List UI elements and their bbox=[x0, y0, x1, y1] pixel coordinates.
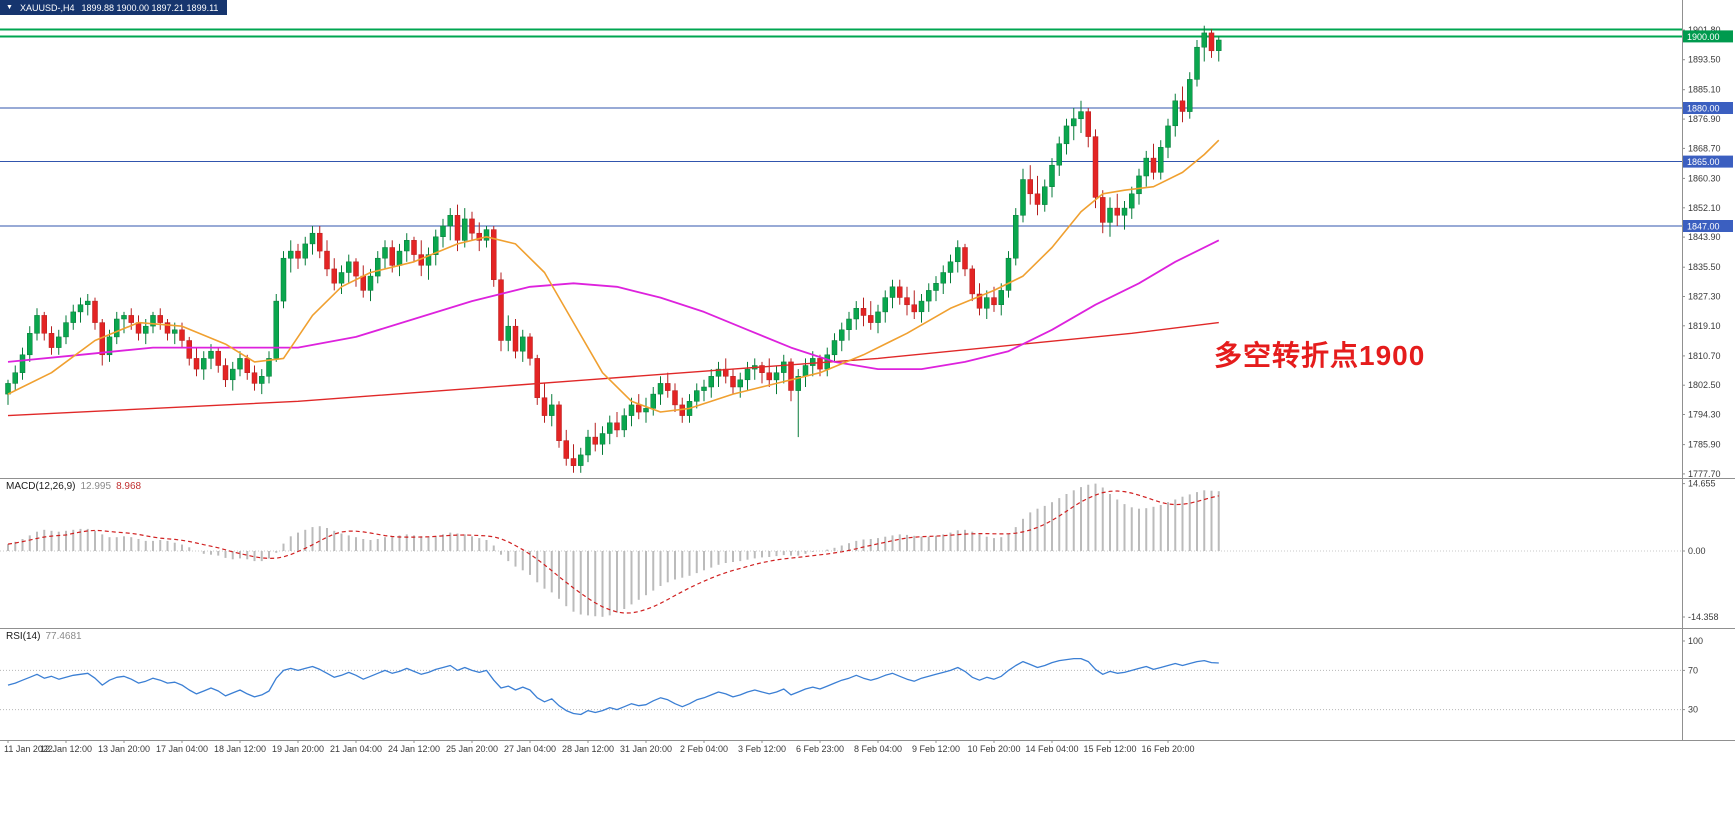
svg-text:1777.70: 1777.70 bbox=[1688, 469, 1721, 479]
rsi-panel bbox=[0, 657, 1682, 716]
svg-text:19 Jan 20:00: 19 Jan 20:00 bbox=[272, 744, 324, 754]
macd-signal-value: 8.968 bbox=[116, 481, 142, 492]
svg-text:1794.30: 1794.30 bbox=[1688, 410, 1721, 420]
svg-text:25 Jan 20:00: 25 Jan 20:00 bbox=[446, 744, 498, 754]
svg-text:11 Jan 2022: 11 Jan 2022 bbox=[4, 744, 53, 754]
svg-text:3 Feb 12:00: 3 Feb 12:00 bbox=[738, 744, 786, 754]
svg-text:1893.50: 1893.50 bbox=[1688, 55, 1721, 65]
svg-text:1876.90: 1876.90 bbox=[1688, 114, 1721, 124]
svg-text:1847.00: 1847.00 bbox=[1687, 222, 1720, 232]
chart-dropdown-icon[interactable]: ▼ bbox=[6, 4, 13, 11]
svg-text:13 Jan 20:00: 13 Jan 20:00 bbox=[98, 744, 150, 754]
svg-text:1819.10: 1819.10 bbox=[1688, 321, 1721, 331]
ohlc-values: 1899.88 1900.00 1897.21 1899.11 bbox=[81, 2, 219, 13]
ma-mid-line bbox=[7, 239, 1220, 370]
svg-text:1802.50: 1802.50 bbox=[1688, 380, 1721, 390]
svg-text:0.00: 0.00 bbox=[1688, 546, 1706, 556]
macd-axis-labels: 14.655 0.00 -14.358 bbox=[1682, 479, 1719, 622]
svg-text:70: 70 bbox=[1688, 665, 1698, 675]
svg-text:1827.30: 1827.30 bbox=[1688, 292, 1721, 302]
svg-text:24 Jan 12:00: 24 Jan 12:00 bbox=[388, 744, 440, 754]
svg-text:31 Jan 20:00: 31 Jan 20:00 bbox=[620, 744, 672, 754]
macd-panel bbox=[0, 483, 1682, 617]
svg-text:1835.50: 1835.50 bbox=[1688, 262, 1721, 272]
svg-text:8 Feb 04:00: 8 Feb 04:00 bbox=[854, 744, 902, 754]
svg-text:15 Feb 12:00: 15 Feb 12:00 bbox=[1083, 744, 1136, 754]
price-level-badges: 1900.00 1880.00 1865.00 1847.00 bbox=[1683, 30, 1733, 232]
svg-text:12 Jan 12:00: 12 Jan 12:00 bbox=[40, 744, 92, 754]
svg-text:16 Feb 20:00: 16 Feb 20:00 bbox=[1141, 744, 1194, 754]
svg-text:17 Jan 04:00: 17 Jan 04:00 bbox=[156, 744, 208, 754]
svg-text:1865.00: 1865.00 bbox=[1687, 157, 1720, 167]
rsi-name: RSI(14) bbox=[6, 631, 41, 642]
rsi-axis-labels: 100 70 30 bbox=[1682, 636, 1703, 715]
annotation-text[interactable]: 多空转折点1900 bbox=[1214, 340, 1426, 371]
rsi-indicator-label: RSI(14) 77.4681 bbox=[6, 631, 82, 642]
price-axis-labels: 1901.80 1893.50 1885.10 1876.90 1868.70 1860.… bbox=[1682, 25, 1721, 479]
macd-name: MACD(12,26,9) bbox=[6, 481, 76, 492]
chart-title-bar[interactable]: ▼ XAUUSD-,H4 1899.88 1900.00 1897.21 189… bbox=[0, 0, 228, 15]
candlestick-series bbox=[5, 25, 1222, 473]
rsi-value: 77.4681 bbox=[45, 631, 82, 642]
macd-main-value: 12.995 bbox=[80, 481, 112, 492]
symbol-period-label: XAUUSD-,H4 bbox=[19, 2, 75, 13]
ma-fast-line bbox=[7, 139, 1220, 413]
macd-indicator-label: MACD(12,26,9) 12.995 8.968 bbox=[6, 481, 141, 492]
svg-text:1785.90: 1785.90 bbox=[1688, 440, 1721, 450]
svg-text:1880.00: 1880.00 bbox=[1687, 104, 1720, 114]
svg-text:1843.90: 1843.90 bbox=[1688, 232, 1721, 242]
svg-text:28 Jan 12:00: 28 Jan 12:00 bbox=[562, 744, 614, 754]
horizontal-price-lines[interactable] bbox=[0, 28, 1682, 227]
svg-text:1885.10: 1885.10 bbox=[1688, 85, 1721, 95]
svg-text:1868.70: 1868.70 bbox=[1688, 143, 1721, 153]
svg-text:21 Jan 04:00: 21 Jan 04:00 bbox=[330, 744, 382, 754]
svg-text:1901.80: 1901.80 bbox=[1688, 25, 1721, 35]
svg-text:9 Feb 12:00: 9 Feb 12:00 bbox=[912, 744, 960, 754]
svg-text:1852.10: 1852.10 bbox=[1688, 203, 1721, 213]
svg-text:1860.30: 1860.30 bbox=[1688, 173, 1721, 183]
svg-text:14.655: 14.655 bbox=[1688, 479, 1716, 489]
svg-text:30: 30 bbox=[1688, 705, 1698, 715]
svg-text:2 Feb 04:00: 2 Feb 04:00 bbox=[680, 744, 728, 754]
svg-text:-14.358: -14.358 bbox=[1688, 612, 1719, 622]
svg-text:6 Feb 23:00: 6 Feb 23:00 bbox=[796, 744, 844, 754]
svg-text:1900.00: 1900.00 bbox=[1687, 32, 1720, 42]
svg-text:14 Feb 04:00: 14 Feb 04:00 bbox=[1025, 744, 1078, 754]
ma-slow-line bbox=[7, 321, 1219, 417]
svg-text:1810.70: 1810.70 bbox=[1688, 351, 1721, 361]
svg-text:18 Jan 12:00: 18 Jan 12:00 bbox=[214, 744, 266, 754]
panel-separators bbox=[0, 0, 1735, 741]
svg-text:100: 100 bbox=[1688, 636, 1703, 646]
svg-text:27 Jan 04:00: 27 Jan 04:00 bbox=[504, 744, 556, 754]
svg-text:10 Feb 20:00: 10 Feb 20:00 bbox=[967, 744, 1020, 754]
